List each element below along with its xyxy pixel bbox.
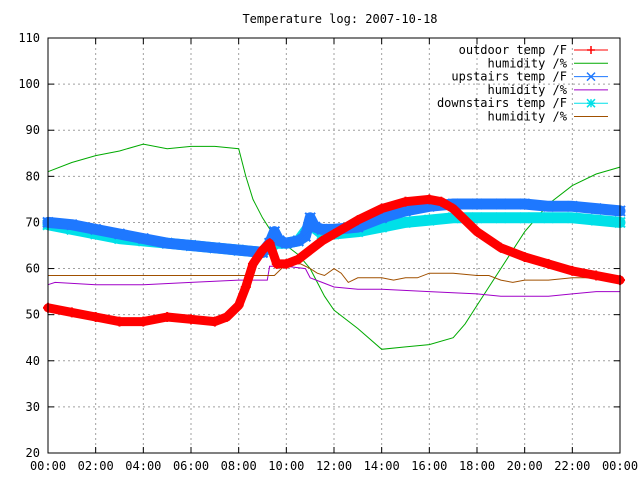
legend-label: upstairs temp /F xyxy=(451,70,567,84)
point-marker xyxy=(232,244,245,256)
x-tick-label: 00:00 xyxy=(30,459,66,473)
x-tick-label: 02:00 xyxy=(78,459,114,473)
x-tick-label: 14:00 xyxy=(364,459,400,473)
y-tick-label: 70 xyxy=(26,215,40,229)
point-marker xyxy=(518,212,531,224)
x-tick-label: 12:00 xyxy=(316,459,352,473)
y-tick-label: 90 xyxy=(26,123,40,137)
point-marker xyxy=(299,230,312,242)
y-tick-label: 20 xyxy=(26,446,40,460)
series-line xyxy=(47,143,621,350)
point-marker xyxy=(89,223,102,236)
point-marker xyxy=(375,221,388,233)
series-line xyxy=(42,198,626,258)
legend-label: humidity /% xyxy=(488,83,568,97)
point-marker xyxy=(352,221,364,233)
point-marker xyxy=(495,212,507,224)
series-lines xyxy=(42,143,626,350)
x-tick-label: 08:00 xyxy=(221,459,257,473)
point-marker xyxy=(185,239,197,252)
point-marker xyxy=(399,216,412,229)
point-marker xyxy=(590,214,602,226)
x-tick-label: 16:00 xyxy=(411,459,447,473)
point-marker xyxy=(268,225,281,238)
point-marker xyxy=(586,98,596,108)
y-tick-label: 100 xyxy=(18,77,40,91)
point-marker xyxy=(586,72,596,82)
x-tick-label: 20:00 xyxy=(507,459,543,473)
y-tick-label: 110 xyxy=(18,31,40,45)
point-marker xyxy=(304,212,316,224)
y-tick-label: 60 xyxy=(26,262,40,276)
x-tick-label: 00:00 xyxy=(602,459,638,473)
y-tick-label: 50 xyxy=(26,308,40,322)
grid xyxy=(48,38,620,453)
axis-ticks: 20 30 40 50 60 70 80 90 100 110 00:00 02:00 04:00 06:… xyxy=(18,31,638,473)
point-marker xyxy=(590,202,602,215)
series-0 xyxy=(43,194,625,327)
point-marker xyxy=(375,212,388,224)
x-tick-label: 06:00 xyxy=(173,459,209,473)
legend-label: humidity /% xyxy=(488,56,568,70)
point-marker xyxy=(566,200,579,213)
point-marker xyxy=(518,198,531,210)
point-marker xyxy=(280,237,293,249)
series-3 xyxy=(47,265,620,297)
point-marker xyxy=(273,235,285,247)
point-marker xyxy=(66,219,78,231)
x-tick-label: 04:00 xyxy=(125,459,161,473)
series-2 xyxy=(42,198,626,259)
point-marker xyxy=(309,221,321,233)
series-line xyxy=(48,263,620,284)
point-marker xyxy=(137,232,150,245)
point-marker xyxy=(161,237,173,249)
series-line xyxy=(47,265,620,297)
point-marker xyxy=(471,198,483,210)
y-tick-label: 80 xyxy=(26,169,40,183)
series-1 xyxy=(47,143,621,350)
legend-label: downstairs temp /F xyxy=(437,96,567,110)
y-tick-label: 30 xyxy=(26,400,40,414)
point-marker xyxy=(316,223,328,236)
legend-label: humidity /% xyxy=(488,110,568,124)
point-marker xyxy=(566,212,579,224)
point-marker xyxy=(471,212,483,224)
y-tick-label: 40 xyxy=(26,354,40,368)
x-tick-label: 18:00 xyxy=(459,459,495,473)
point-marker xyxy=(292,235,304,247)
x-tick-label: 10:00 xyxy=(268,459,304,473)
point-marker xyxy=(542,212,555,224)
point-marker xyxy=(399,205,412,217)
point-marker xyxy=(495,198,507,210)
x-tick-label: 22:00 xyxy=(554,459,590,473)
point-marker xyxy=(209,242,221,254)
legend-label: outdoor temp /F xyxy=(459,43,567,57)
series-5 xyxy=(48,263,620,284)
point-marker xyxy=(423,214,436,226)
point-marker xyxy=(542,200,555,213)
plot-frame xyxy=(47,37,621,454)
point-marker xyxy=(113,228,126,240)
chart-title: Temperature log: 2007-10-18 xyxy=(242,12,437,26)
